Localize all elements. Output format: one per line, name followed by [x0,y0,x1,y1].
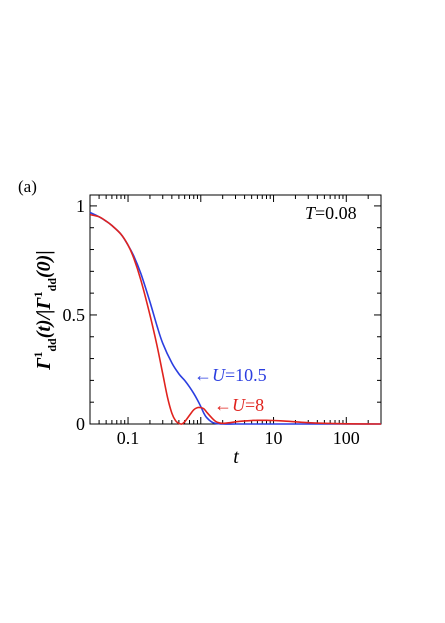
temperature-variable: T [305,203,317,223]
series-label-u105: ←U=10.5 [194,365,267,385]
series-label-u105-value: =10.5 [225,365,267,385]
x-tick-label: 100 [333,428,360,448]
plot-frame [89,194,382,425]
series-label-u105-arrow: ← [194,365,212,385]
tick-labels: 0.1 1 10 100 0 0.5 1 [63,196,360,448]
y-tick-label: 0.5 [63,305,86,325]
temperature-annotation: T=0.08 [305,203,357,223]
series-label-u8-variable: U [232,395,246,415]
y-axis-title: Γ1dd(t)/|Γ1dd(0)| [31,250,59,370]
x-tick-label: 1 [196,428,205,448]
x-axis-title: t [233,446,239,468]
x-tick-label: 10 [265,428,283,448]
series-line-u105 [89,211,381,425]
panel-label: (a) [18,177,37,196]
axis-ticks [89,195,382,425]
series-label-u8: ←U=8 [214,395,264,415]
series-label-u8-value: =8 [245,395,264,415]
series-line-u8 [89,213,382,425]
x-tick-label: 0.1 [117,428,140,448]
temperature-value: =0.08 [315,203,357,223]
series-label-u105-variable: U [212,365,226,385]
y-tick-label: 1 [76,196,85,216]
series-label-u8-arrow: ← [214,395,232,415]
y-tick-label: 0 [76,414,85,434]
data-curves [89,211,382,425]
